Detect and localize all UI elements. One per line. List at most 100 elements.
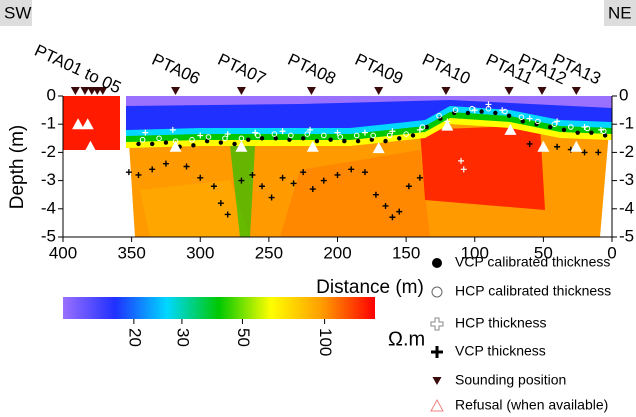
y-tick-label: -5 — [41, 226, 56, 245]
point — [309, 186, 316, 193]
point — [386, 132, 393, 139]
point — [210, 183, 217, 190]
point — [306, 87, 316, 95]
point — [441, 119, 454, 131]
point — [183, 163, 190, 170]
point — [306, 140, 319, 152]
point — [554, 118, 561, 125]
point — [348, 166, 355, 173]
point — [287, 137, 292, 142]
x-axis-label: Distance (m) — [316, 277, 424, 298]
legend-symbol — [432, 258, 442, 268]
point — [197, 174, 204, 181]
x-tick-label: 250 — [255, 243, 283, 262]
point — [80, 87, 90, 95]
point — [224, 131, 231, 138]
point — [217, 200, 224, 207]
point — [328, 137, 333, 142]
point — [526, 115, 533, 122]
point — [465, 110, 471, 116]
point — [156, 135, 162, 142]
point — [581, 124, 588, 131]
point — [405, 183, 412, 190]
point — [150, 141, 155, 147]
point — [236, 87, 246, 95]
point — [169, 140, 182, 152]
legend-symbol — [432, 377, 442, 385]
point — [320, 177, 327, 184]
point — [537, 87, 547, 95]
point — [452, 107, 459, 113]
point — [403, 131, 409, 137]
point — [372, 191, 379, 198]
y-tick-label: 0 — [619, 85, 628, 104]
legend-symbol — [430, 317, 444, 331]
point — [98, 87, 108, 95]
point — [355, 138, 361, 144]
point — [520, 119, 525, 124]
y-tick-label: -2 — [619, 142, 634, 161]
point — [535, 118, 541, 125]
legend-label: Sounding position — [455, 372, 566, 388]
point — [389, 128, 396, 135]
point — [197, 132, 204, 139]
x-tick-label: 100 — [461, 243, 489, 262]
label-box — [604, 0, 636, 26]
point — [458, 157, 465, 164]
x-tick-label: 150 — [392, 243, 420, 262]
point — [238, 177, 245, 184]
x-tick-label: 350 — [117, 243, 145, 262]
x-tick-label: 50 — [534, 243, 553, 262]
point — [70, 87, 80, 95]
legend-symbol — [430, 398, 444, 412]
point — [548, 124, 553, 130]
point — [290, 180, 297, 187]
colorbar — [63, 297, 375, 319]
point — [506, 113, 512, 118]
point — [389, 214, 396, 221]
point — [334, 129, 341, 136]
colorbar-tick-label: 30 — [173, 328, 192, 347]
point — [479, 109, 484, 114]
point — [252, 129, 259, 136]
point — [342, 138, 347, 144]
y-tick-label: -4 — [41, 198, 56, 217]
point — [232, 141, 237, 147]
point — [205, 134, 212, 140]
point — [416, 126, 423, 133]
point — [485, 101, 492, 108]
point — [438, 116, 443, 121]
point — [554, 143, 561, 150]
point — [568, 124, 574, 130]
point — [370, 132, 376, 139]
point — [125, 169, 132, 176]
point — [436, 112, 442, 119]
point — [353, 132, 360, 139]
point — [279, 128, 286, 135]
sounding-label: PTA07 — [215, 50, 269, 89]
point — [259, 136, 265, 141]
legend-label: HCP thickness — [455, 315, 547, 331]
ne-label: NE — [608, 3, 632, 22]
point — [460, 166, 467, 173]
point — [320, 132, 327, 139]
point — [307, 126, 314, 133]
point — [570, 140, 583, 152]
colorbar-unit: Ω.m — [388, 328, 425, 350]
y-tick-label: -4 — [619, 198, 634, 217]
y-tick-label: -5 — [619, 226, 634, 245]
point — [471, 107, 478, 114]
point — [504, 123, 517, 135]
point — [218, 140, 224, 145]
colorbar-tick-label: 50 — [234, 328, 253, 347]
sounding-label: PTA10 — [419, 50, 473, 89]
point — [581, 149, 588, 156]
y-tick-label: -1 — [41, 114, 56, 133]
point — [204, 138, 210, 144]
point — [163, 140, 169, 145]
legend-symbol — [431, 286, 443, 298]
point — [279, 174, 286, 181]
x-tick-label: 200 — [323, 243, 351, 262]
point — [288, 132, 294, 139]
point — [499, 107, 506, 114]
